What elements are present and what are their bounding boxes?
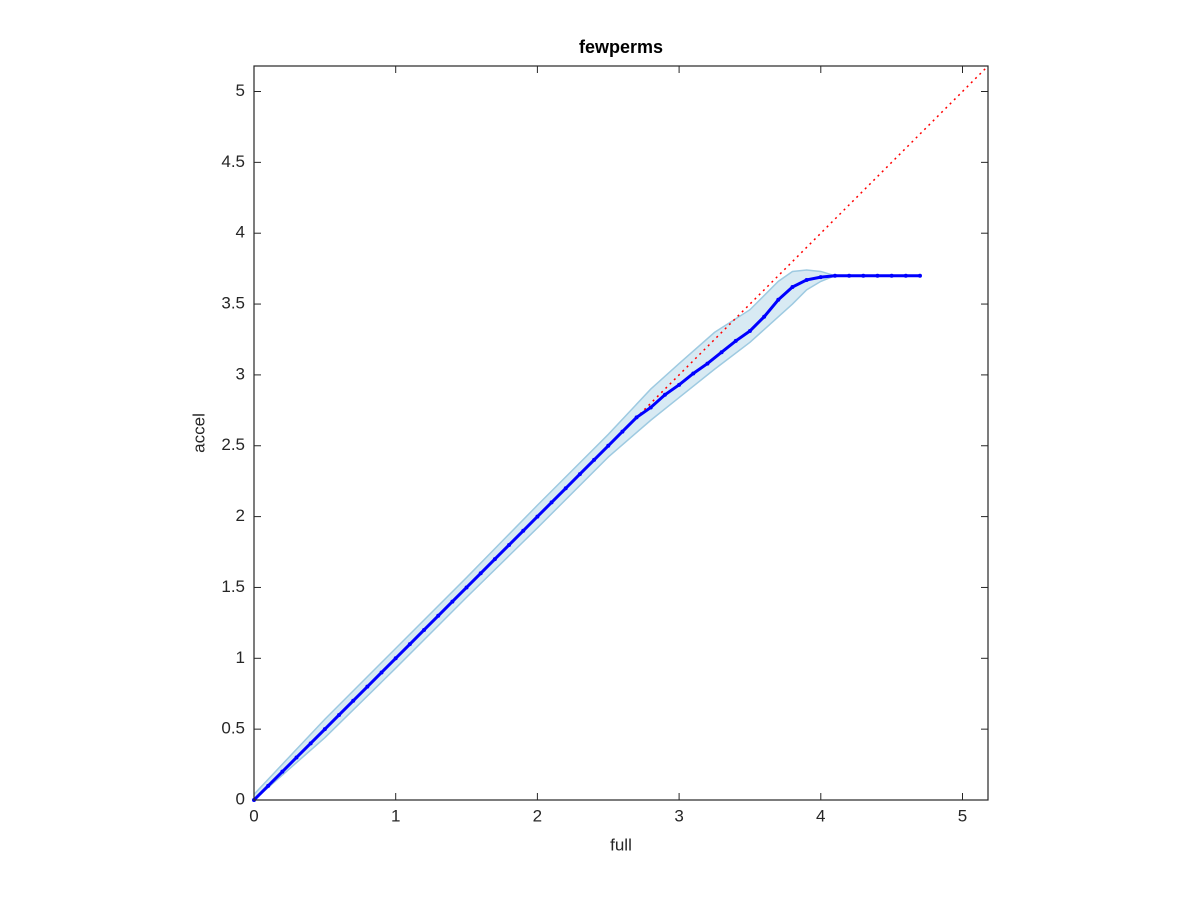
mean-point (719, 350, 724, 355)
y-tick-label: 4 (236, 223, 245, 242)
mean-point (365, 684, 370, 689)
mean-point (861, 273, 866, 278)
band-upper (253, 269, 836, 795)
mean-point (705, 361, 710, 366)
mean-point (450, 599, 455, 604)
x-tick-label: 0 (249, 806, 258, 825)
x-tick-label: 2 (533, 806, 542, 825)
chart-title: fewperms (579, 37, 663, 57)
mean-point (280, 769, 285, 774)
mean-point (507, 542, 512, 547)
mean-point (903, 273, 908, 278)
mean-point (620, 429, 625, 434)
confidence-band (254, 270, 835, 800)
mean-point (266, 783, 271, 788)
mean-point (521, 528, 526, 533)
y-tick-label: 5 (236, 81, 245, 100)
mean-point (634, 415, 639, 420)
mean-point (804, 277, 809, 282)
mean-point (478, 571, 483, 576)
x-tick-label: 5 (958, 806, 967, 825)
y-axis-label: accel (189, 413, 208, 453)
mean-line (252, 274, 920, 802)
mean-point (436, 613, 441, 618)
mean-point (592, 457, 597, 462)
mean-point (677, 382, 682, 387)
y-tick-label: 0 (236, 789, 245, 808)
y-tick-label: 3.5 (221, 294, 245, 313)
mean-point (492, 557, 497, 562)
mean-point (337, 712, 342, 717)
mean-point (790, 285, 795, 290)
y-tick-label: 1 (236, 648, 245, 667)
y-tick-label: 2.5 (221, 435, 245, 454)
y-tick-label: 1.5 (221, 577, 245, 596)
y-tick-label: 4.5 (221, 152, 245, 171)
band-lower (253, 275, 836, 801)
mean-point (832, 273, 837, 278)
mean-point (379, 670, 384, 675)
mean-point (549, 500, 554, 505)
mean-point (577, 472, 582, 477)
axes-box (253, 65, 989, 801)
mean-point (662, 392, 667, 397)
mean-point (322, 727, 327, 732)
mean-point (308, 741, 313, 746)
y-tick-label: 3 (236, 364, 245, 383)
mean-point (691, 371, 696, 376)
mean-point (563, 486, 568, 491)
mean-point (889, 273, 894, 278)
mean-point (917, 273, 922, 278)
x-tick-label: 1 (391, 806, 400, 825)
mean-point (351, 698, 356, 703)
y-tick-label: 2 (236, 506, 245, 525)
mean-point (818, 275, 823, 280)
mean-point (776, 297, 781, 302)
mean-point (294, 755, 299, 760)
mean-point (875, 273, 880, 278)
mean-point (464, 585, 469, 590)
y-tick-label: 0.5 (221, 719, 245, 738)
mean-point (535, 514, 540, 519)
x-axis-label: full (610, 835, 632, 854)
x-tick-label: 3 (674, 806, 683, 825)
mean-point (762, 314, 767, 319)
mean-point (847, 273, 852, 278)
mean-point (393, 656, 398, 661)
reference-line (253, 65, 989, 801)
mean-point (606, 443, 611, 448)
mean-point (733, 338, 738, 343)
mean-point (422, 627, 427, 632)
plot-area: 0 1 2 3 4 5 0 0.5 1 1.5 2 2.5 3 3.5 4 4.5 5 (221, 65, 989, 825)
mean-point (648, 405, 653, 410)
x-tick-label: 4 (816, 806, 825, 825)
mean-point (407, 642, 412, 647)
mean-point (747, 328, 752, 333)
